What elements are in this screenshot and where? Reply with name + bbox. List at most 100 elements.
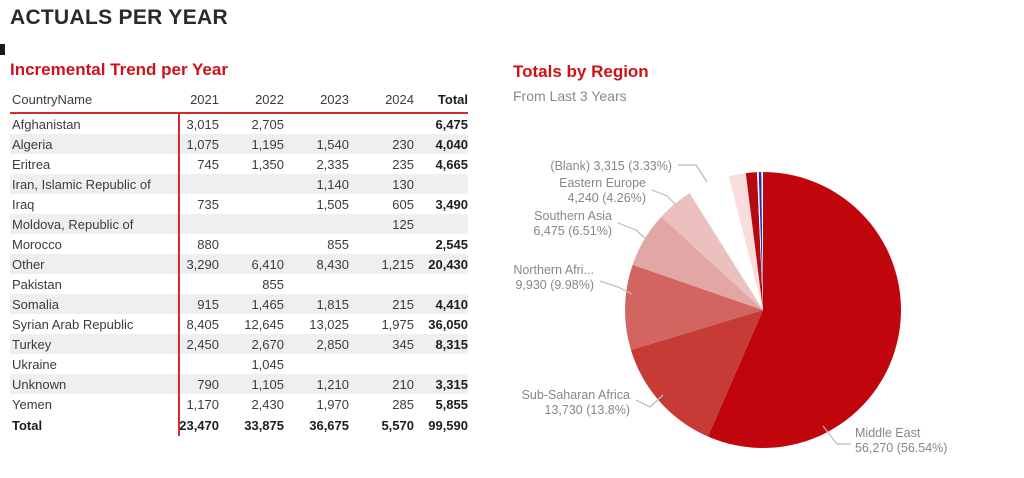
cell-value: 33,875 bbox=[244, 417, 284, 433]
table-row: Algeria 1,075 1,195 1,540 230 4,040 bbox=[10, 134, 468, 154]
leader-line bbox=[678, 164, 708, 183]
leader-line bbox=[635, 394, 664, 408]
cell-country-name: Syrian Arab Republic bbox=[12, 316, 134, 332]
pie-slice-southern-asia[interactable] bbox=[632, 216, 763, 310]
cell-country-name: Morocco bbox=[12, 236, 62, 252]
cell-value: 13,025 bbox=[309, 316, 349, 332]
cell-country-name: Somalia bbox=[12, 296, 59, 312]
page-title: ACTUALS PER YEAR bbox=[10, 6, 228, 29]
table-header-row: CountryName 2021 2022 2023 2024 Total bbox=[10, 86, 468, 112]
pie-slice-unlabeled-small-6[interactable] bbox=[761, 172, 763, 310]
cell-value: 3,315 bbox=[435, 376, 468, 392]
cell-value: 36,050 bbox=[428, 316, 468, 332]
leader-line bbox=[651, 189, 677, 206]
cell-country-name: Turkey bbox=[12, 336, 52, 352]
cell-value: 8,430 bbox=[316, 256, 349, 272]
pie-slice-unlabeled-small-2[interactable] bbox=[728, 173, 763, 310]
pie-slice-eastern-europe[interactable] bbox=[661, 193, 763, 310]
table-row: Somalia 915 1,465 1,815 215 4,410 bbox=[10, 294, 468, 314]
pie-label-eastern-europe: Eastern Europe 4,240 (4.26%) bbox=[386, 176, 646, 206]
cell-country-name: Pakistan bbox=[12, 276, 62, 292]
pie-slice-blank[interactable] bbox=[689, 180, 763, 310]
pie-slice-unlabeled-small-1[interactable] bbox=[715, 176, 763, 310]
cell-value: 1,970 bbox=[316, 396, 349, 412]
cell-value: 20,430 bbox=[428, 256, 468, 272]
cell-value: 1,105 bbox=[251, 376, 284, 392]
column-header-country: CountryName bbox=[12, 91, 93, 107]
cell-country-name: Iraq bbox=[12, 196, 35, 212]
cell-value: 5,570 bbox=[381, 417, 414, 433]
table-row: Ukraine 1,045 bbox=[10, 354, 468, 374]
cell-value: 605 bbox=[392, 196, 414, 212]
pie-label-middle-east: Middle East 56,270 (56.54%) bbox=[855, 426, 947, 456]
cell-value: 915 bbox=[197, 296, 219, 312]
pie-slice-northern-africa[interactable] bbox=[625, 264, 763, 350]
cell-value: 36,675 bbox=[309, 417, 349, 433]
pie-label-sub-saharan-africa: Sub-Saharan Africa 13,730 (13.8%) bbox=[370, 388, 630, 418]
leader-line bbox=[617, 222, 649, 242]
table-section-title: Incremental Trend per Year bbox=[10, 60, 228, 79]
cell-value: 1,210 bbox=[316, 376, 349, 392]
pie-subtitle: From Last 3 Years bbox=[513, 88, 627, 104]
pie-slice-unlabeled-small-5[interactable] bbox=[758, 172, 763, 310]
cell-value: 130 bbox=[392, 176, 414, 192]
cell-value: 125 bbox=[392, 216, 414, 232]
leader-line bbox=[822, 425, 851, 445]
cell-country-name: Iran, Islamic Republic of bbox=[12, 176, 151, 192]
cell-country-name: Afghanistan bbox=[12, 116, 81, 132]
cell-value: 5,855 bbox=[435, 396, 468, 412]
table-total-row: Total 23,470 33,875 36,675 5,570 99,590 bbox=[10, 414, 468, 436]
cell-value: 6,410 bbox=[251, 256, 284, 272]
cell-country-name: Algeria bbox=[12, 136, 53, 152]
pie-slice-unlabeled-small-3[interactable] bbox=[745, 172, 763, 310]
pie-label-line: 9,930 (9.98%) bbox=[515, 278, 594, 292]
leader-line bbox=[599, 280, 633, 295]
table-column-divider bbox=[178, 114, 180, 436]
pie-label-line: Northern Afri... bbox=[513, 263, 594, 277]
pie-label-line: 6,475 (6.51%) bbox=[533, 224, 612, 238]
cell-value: 3,490 bbox=[435, 196, 468, 212]
pie-slice-middle-east[interactable] bbox=[707, 172, 902, 449]
cell-value: 4,665 bbox=[435, 156, 468, 172]
cell-value: 855 bbox=[262, 276, 284, 292]
cell-country-name: Moldova, Republic of bbox=[12, 216, 134, 232]
cell-value: 790 bbox=[197, 376, 219, 392]
cell-country-name: Unknown bbox=[12, 376, 67, 392]
cell-value: 1,505 bbox=[316, 196, 349, 212]
table-row: Pakistan 855 bbox=[10, 274, 468, 294]
cell-value: 6,475 bbox=[435, 116, 468, 132]
pie-slice-sub-saharan-africa[interactable] bbox=[630, 310, 763, 437]
cell-value: 735 bbox=[197, 196, 219, 212]
cell-value: 1,075 bbox=[186, 136, 219, 152]
cell-value: 4,040 bbox=[435, 136, 468, 152]
cell-value: 880 bbox=[197, 236, 219, 252]
table-row: Other 3,290 6,410 8,430 1,215 20,430 bbox=[10, 254, 468, 274]
cell-value: 1,815 bbox=[316, 296, 349, 312]
cell-value: 2,670 bbox=[251, 336, 284, 352]
cell-country-name: Other bbox=[12, 256, 45, 272]
pie-slice-unlabeled-small-4[interactable] bbox=[757, 172, 763, 310]
column-header-total: Total bbox=[437, 91, 468, 107]
column-header-2022: 2022 bbox=[255, 91, 284, 107]
table-row: Turkey 2,450 2,670 2,850 345 8,315 bbox=[10, 334, 468, 354]
cell-value: 345 bbox=[392, 336, 414, 352]
table-row: Unknown 790 1,105 1,210 210 3,315 bbox=[10, 374, 468, 394]
cell-value: 1,540 bbox=[316, 136, 349, 152]
column-header-2021: 2021 bbox=[190, 91, 219, 107]
table-row: Iran, Islamic Republic of 1,140 130 bbox=[10, 174, 468, 194]
pie-label-blank: (Blank) 3,315 (3.33%) bbox=[412, 159, 672, 174]
cell-value: 2,430 bbox=[251, 396, 284, 412]
table-row: Moldova, Republic of 125 bbox=[10, 214, 468, 234]
cell-value: 1,170 bbox=[186, 396, 219, 412]
pie-label-line: 13,730 (13.8%) bbox=[544, 403, 630, 417]
cell-value: 1,350 bbox=[251, 156, 284, 172]
cell-value: 1,975 bbox=[381, 316, 414, 332]
pie-section-title: Totals by Region bbox=[513, 62, 649, 81]
page-edge-marker bbox=[0, 44, 5, 55]
table-row: Afghanistan 3,015 2,705 6,475 bbox=[10, 114, 468, 134]
table-row: Eritrea 745 1,350 2,335 235 4,665 bbox=[10, 154, 468, 174]
cell-value: 3,015 bbox=[186, 116, 219, 132]
cell-value: 3,290 bbox=[186, 256, 219, 272]
cell-country-name: Total bbox=[12, 417, 43, 433]
